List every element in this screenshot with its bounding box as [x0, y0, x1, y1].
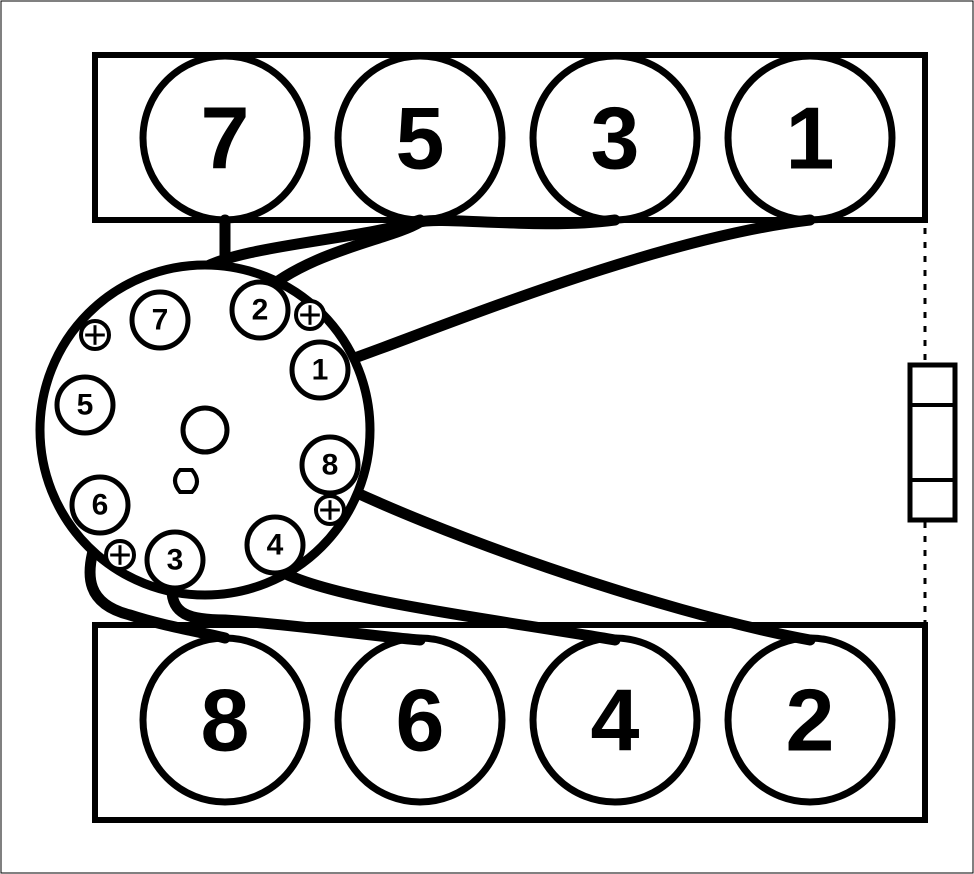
cylinder-label: 8	[201, 671, 250, 770]
distributor-terminal-7: 7	[132, 292, 188, 348]
cylinder-label: 1	[786, 89, 835, 188]
rotor-indicator	[175, 470, 197, 492]
distributor-terminal-1: 1	[292, 342, 348, 398]
distributor-terminal-2: 2	[232, 282, 288, 338]
cylinder-8: 8	[143, 638, 307, 802]
cap-screw	[296, 301, 324, 329]
cylinder-7: 7	[143, 56, 307, 220]
cylinder-label: 3	[591, 89, 640, 188]
distributor-terminal-8: 8	[302, 437, 358, 493]
terminal-label: 2	[252, 294, 269, 327]
terminal-label: 8	[322, 449, 339, 482]
cylinder-6: 6	[338, 638, 502, 802]
cylinder-2: 2	[728, 638, 892, 802]
cylinder-label: 4	[591, 671, 640, 770]
cylinder-5: 5	[338, 56, 502, 220]
terminal-label: 5	[77, 389, 94, 422]
cylinder-label: 2	[786, 671, 835, 770]
distributor-cap: 2 1 8 4 3 6 5 7	[40, 265, 370, 595]
side-connector	[910, 365, 955, 520]
terminal-label: 6	[92, 489, 109, 522]
terminal-label: 4	[267, 529, 284, 562]
distributor-terminal-3: 3	[147, 532, 203, 588]
cylinder-4: 4	[533, 638, 697, 802]
distributor-terminal-6: 6	[72, 477, 128, 533]
firing-order-diagram: 7 5 3 1 8 6 4 2 2 1 8 4 3 6 5 7	[0, 0, 974, 874]
cylinder-label: 6	[396, 671, 445, 770]
cylinder-label: 5	[396, 89, 445, 188]
cylinder-3: 3	[533, 56, 697, 220]
distributor-terminal-5: 5	[57, 377, 113, 433]
terminal-label: 1	[312, 354, 329, 387]
terminal-label: 7	[152, 304, 169, 337]
distributor-terminal-4: 4	[247, 517, 303, 573]
cap-screw	[106, 541, 134, 569]
cap-screw	[81, 321, 109, 349]
cap-screw	[316, 496, 344, 524]
distributor-center	[183, 408, 227, 452]
cylinder-label: 7	[201, 89, 250, 188]
terminal-label: 3	[167, 544, 184, 577]
cylinder-1: 1	[728, 56, 892, 220]
